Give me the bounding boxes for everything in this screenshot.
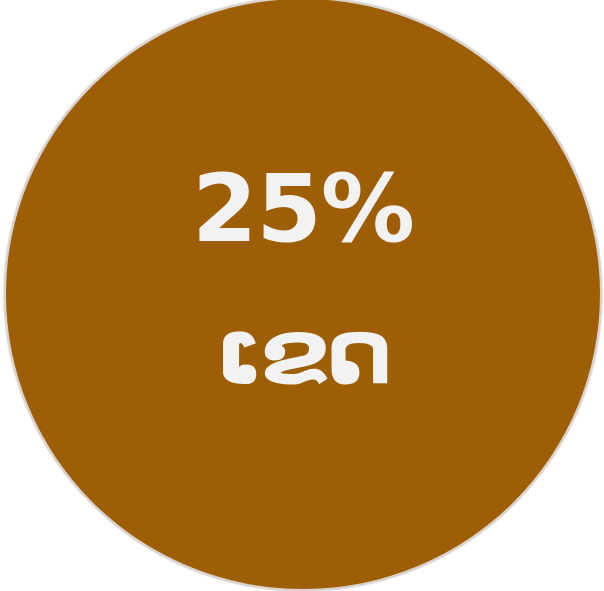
badge-circle: 25% ເຂດ [6,0,600,589]
badge-label: ເຂດ [215,298,392,405]
badge-percent: 25% [192,155,415,264]
percentage-badge: 25% ເຂດ [4,0,602,591]
